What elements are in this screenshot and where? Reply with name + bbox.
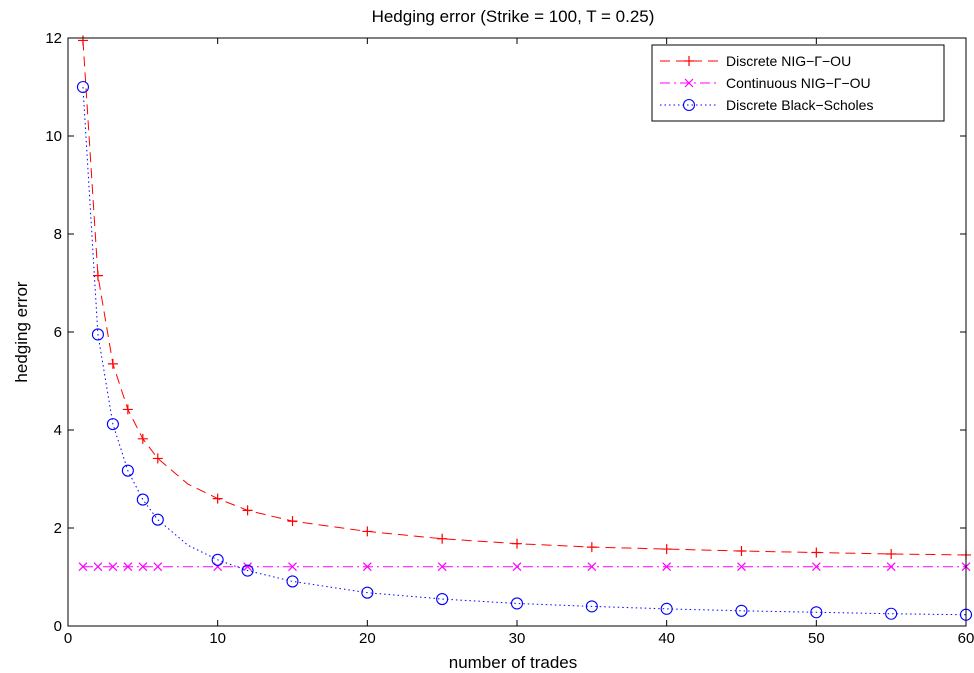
data-point (287, 516, 298, 527)
legend-label: Discrete Black−Scholes (726, 97, 873, 113)
y-tick-label: 12 (45, 30, 62, 47)
data-point (91, 328, 104, 341)
data-point (886, 562, 896, 572)
y-tick-label: 0 (54, 618, 62, 635)
legend-entry-3: Discrete Black−Scholes (660, 97, 873, 113)
data-point (585, 600, 598, 613)
data-point (121, 464, 134, 477)
data-point (106, 418, 119, 431)
series-3 (76, 80, 973, 621)
series-1 (77, 35, 971, 560)
y-tick-label: 8 (54, 226, 62, 243)
legend-marker (684, 78, 694, 88)
data-point (587, 562, 597, 572)
x-tick-label: 30 (509, 630, 526, 647)
data-point (138, 562, 148, 572)
data-point (362, 562, 372, 572)
x-tick-label: 20 (359, 630, 376, 647)
data-point (286, 575, 299, 588)
legend-marker (684, 56, 694, 66)
data-point (241, 564, 254, 577)
data-point (78, 562, 88, 572)
plot-frame (67, 37, 967, 627)
series-2 (78, 562, 971, 572)
data-point (288, 562, 297, 572)
x-tick-label: 60 (958, 630, 974, 647)
series-line (82, 86, 967, 616)
x-tick-label: 0 (64, 630, 72, 647)
data-point (123, 562, 133, 572)
x-tick-label: 40 (658, 630, 675, 647)
x-tick-label: 10 (209, 630, 226, 647)
data-point (77, 35, 88, 46)
legend-marker (682, 98, 696, 112)
data-point (213, 562, 223, 572)
data-point (586, 542, 597, 553)
data-point (885, 607, 898, 620)
data-point (107, 358, 118, 369)
y-tick-label: 10 (45, 128, 62, 145)
data-point (661, 544, 672, 555)
legend-label: Continuous NIG−Γ−OU (726, 75, 871, 91)
data-point (811, 547, 822, 558)
plot-area (76, 35, 973, 621)
legend: Discrete NIG−Γ−OU Continuous NIG−Γ−OU Disc… (651, 44, 945, 122)
data-point (811, 562, 821, 572)
data-point (151, 513, 164, 526)
data-point (737, 562, 746, 572)
data-point (662, 562, 672, 572)
y-tick-label: 2 (54, 520, 62, 537)
legend-label: Discrete NIG−Γ−OU (726, 53, 851, 69)
x-axis-label: number of trades (449, 653, 578, 672)
legend-entry-2: Continuous NIG−Γ−OU (660, 75, 871, 91)
y-tick-label: 4 (54, 422, 62, 439)
data-point (136, 493, 149, 506)
x-tick-label: 50 (808, 630, 825, 647)
data-point (437, 533, 448, 544)
data-point (361, 586, 374, 599)
data-point (211, 553, 224, 566)
data-point (76, 80, 90, 94)
legend-entry-1: Discrete NIG−Γ−OU (660, 53, 851, 69)
data-point (660, 602, 673, 615)
data-point (212, 493, 223, 504)
chart-title: Hedging error (Strike = 100, T = 0.25) (372, 7, 655, 26)
data-point (243, 562, 253, 572)
data-point (108, 562, 118, 572)
data-point (137, 433, 148, 444)
data-point (93, 562, 103, 572)
y-axis-label: hedging error (12, 281, 31, 382)
data-point (437, 562, 447, 572)
data-point (735, 604, 748, 617)
data-point (512, 562, 522, 572)
data-point (736, 546, 747, 557)
data-point (886, 548, 897, 559)
data-point (152, 453, 163, 464)
data-point (512, 538, 522, 549)
axis-ticks: 0 10 20 30 40 50 60 0 2 4 6 8 10 12 (45, 30, 974, 647)
data-point (810, 606, 823, 619)
data-point (242, 505, 253, 516)
data-point (153, 562, 163, 572)
data-point (510, 597, 524, 610)
data-point (362, 526, 373, 537)
data-point (122, 404, 133, 415)
data-point (436, 592, 449, 606)
y-tick-label: 6 (54, 324, 62, 341)
